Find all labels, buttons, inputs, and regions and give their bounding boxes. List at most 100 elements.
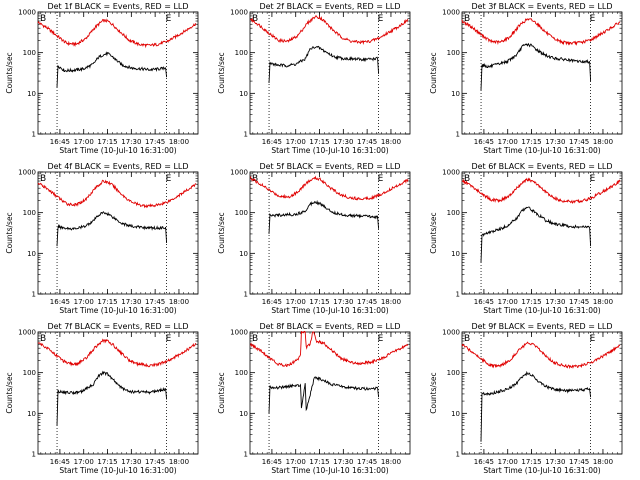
x-tick-label: 17:00	[74, 298, 94, 306]
end-marker: E	[378, 14, 384, 24]
y-tick-label: 1000	[230, 329, 248, 337]
plot-frame	[37, 11, 199, 135]
y-tick-label: 1	[244, 291, 248, 299]
lld-series-line	[249, 175, 409, 201]
x-tick-label: 17:30	[545, 458, 565, 466]
y-tick-label: 1	[244, 451, 248, 459]
x-axis-label: Start Time (10-Jul-10 16:31:00)	[271, 146, 388, 155]
x-tick-label: 16:45	[474, 138, 494, 146]
y-axis-label: Counts/sec	[429, 372, 438, 413]
events-series-line	[268, 45, 380, 84]
plot-frame	[461, 171, 623, 295]
x-tick-label: 17:45	[357, 138, 377, 146]
begin-marker: B	[40, 174, 46, 184]
x-tick-label: 17:00	[74, 458, 94, 466]
end-marker: E	[166, 334, 172, 344]
x-tick-label: 17:30	[333, 298, 353, 306]
y-tick-label: 1000	[18, 169, 36, 177]
x-tick-label: 18:00	[381, 138, 401, 146]
y-tick-label: 1000	[442, 329, 460, 337]
y-axis-label: Counts/sec	[429, 212, 438, 253]
x-tick-label: 17:45	[569, 458, 589, 466]
y-tick-label: 1000	[442, 169, 460, 177]
x-tick-label: 18:00	[593, 298, 613, 306]
panel-title: Det 9f BLACK = Events, RED = LLD	[471, 322, 612, 331]
events-series-line	[480, 206, 592, 263]
y-tick-label: 10	[451, 250, 460, 258]
y-axis-label: Counts/sec	[429, 52, 438, 93]
begin-marker: B	[40, 14, 46, 24]
x-tick-label: 17:15	[97, 458, 117, 466]
y-tick-label: 1	[32, 131, 36, 139]
y-tick-label: 100	[23, 209, 36, 217]
begin-marker: B	[40, 334, 46, 344]
end-marker: E	[166, 14, 172, 24]
x-tick-label: 18:00	[593, 138, 613, 146]
plot-frame	[249, 171, 411, 295]
x-tick-label: 16:45	[262, 298, 282, 306]
y-tick-label: 1	[456, 131, 460, 139]
x-tick-label: 17:15	[309, 458, 329, 466]
chart-panel-3: Det 3f BLACK = Events, RED = LLD 1 10 100 10…	[429, 2, 623, 155]
chart-panel-6: Det 6f BLACK = Events, RED = LLD 1 10 100 10…	[429, 162, 623, 315]
x-tick-label: 18:00	[381, 458, 401, 466]
x-axis-label: Start Time (10-Jul-10 16:31:00)	[483, 466, 600, 475]
x-tick-label: 17:30	[121, 458, 141, 466]
y-tick-label: 1	[32, 291, 36, 299]
events-series-line	[268, 199, 380, 234]
y-axis-label: Counts/sec	[5, 372, 14, 413]
end-marker: E	[166, 174, 172, 184]
lld-series-line	[461, 177, 621, 204]
plot-frame	[461, 11, 623, 135]
lld-series-line	[37, 179, 197, 209]
y-tick-label: 100	[235, 369, 248, 377]
x-tick-label: 18:00	[593, 458, 613, 466]
y-tick-label: 1	[32, 451, 36, 459]
y-tick-label: 1000	[18, 329, 36, 337]
x-tick-label: 17:45	[569, 138, 589, 146]
x-tick-label: 16:45	[262, 458, 282, 466]
x-tick-label: 16:45	[50, 298, 70, 306]
lld-series-line	[461, 18, 621, 46]
plot-frame	[37, 331, 199, 455]
panel-title: Det 7f BLACK = Events, RED = LLD	[47, 322, 188, 331]
x-tick-label: 17:00	[498, 298, 518, 306]
x-tick-label: 17:00	[498, 138, 518, 146]
events-series-line	[480, 42, 592, 91]
y-tick-label: 10	[27, 410, 36, 418]
begin-marker: B	[252, 334, 258, 344]
plot-frame	[249, 11, 411, 135]
y-tick-label: 10	[451, 410, 460, 418]
y-tick-label: 100	[447, 209, 460, 217]
panel-title: Det 5f BLACK = Events, RED = LLD	[259, 162, 400, 171]
end-marker: E	[378, 334, 384, 344]
x-tick-label: 17:30	[545, 298, 565, 306]
events-series-line	[56, 370, 168, 426]
begin-marker: B	[464, 174, 470, 184]
x-tick-label: 17:45	[357, 298, 377, 306]
events-series-line	[56, 51, 168, 88]
y-axis-label: Counts/sec	[217, 52, 226, 93]
begin-marker: B	[252, 14, 258, 24]
end-marker: E	[590, 14, 596, 24]
y-tick-label: 100	[447, 49, 460, 57]
x-tick-label: 17:00	[286, 458, 306, 466]
lld-series-line	[461, 341, 621, 370]
events-series-line	[268, 376, 380, 414]
x-tick-label: 17:00	[498, 458, 518, 466]
begin-marker: B	[464, 334, 470, 344]
x-tick-label: 17:30	[121, 138, 141, 146]
lld-series-line	[250, 14, 409, 45]
y-axis-label: Counts/sec	[5, 212, 14, 253]
x-tick-label: 16:45	[262, 138, 282, 146]
x-tick-label: 16:45	[474, 458, 494, 466]
chart-panel-7: Det 7f BLACK = Events, RED = LLD 1 10 100 10…	[5, 322, 199, 475]
x-tick-label: 17:45	[145, 298, 165, 306]
y-tick-label: 100	[23, 49, 36, 57]
x-tick-label: 16:45	[474, 298, 494, 306]
lld-series-line	[249, 330, 409, 367]
x-tick-label: 18:00	[169, 138, 189, 146]
x-tick-label: 17:45	[145, 458, 165, 466]
y-tick-label: 10	[451, 90, 460, 98]
y-tick-label: 1000	[230, 9, 248, 17]
